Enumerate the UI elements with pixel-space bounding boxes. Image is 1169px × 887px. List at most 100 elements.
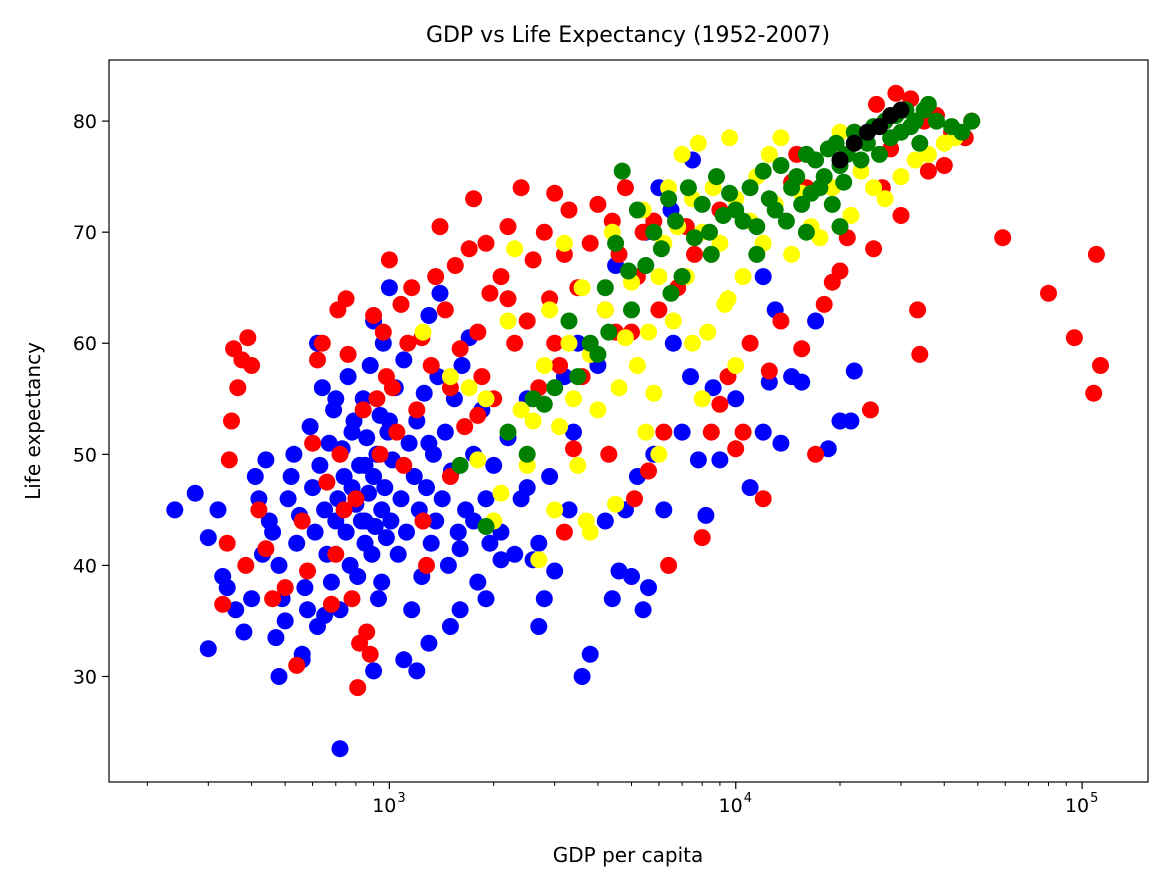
- data-point-series-0: [623, 568, 640, 585]
- data-point-series-1: [640, 462, 657, 480]
- data-point-series-3: [662, 284, 680, 302]
- data-point-series-3: [660, 190, 678, 208]
- chart-title: GDP vs Life Expectancy (1952-2007): [426, 23, 830, 48]
- data-point-series-0: [304, 479, 322, 497]
- data-point-series-0: [530, 618, 548, 635]
- x-tick-label: 10: [1065, 795, 1089, 817]
- data-point-series-1: [229, 379, 247, 397]
- data-point-series-3: [535, 395, 553, 413]
- data-point-series-2: [414, 323, 432, 341]
- data-point-series-3: [748, 218, 766, 236]
- data-point-series-1: [395, 456, 413, 474]
- data-point-series-3: [499, 423, 517, 441]
- data-point-series-0: [689, 451, 707, 469]
- data-point-series-0: [376, 479, 394, 497]
- data-point-series-1: [414, 512, 432, 530]
- data-point-series-1: [831, 262, 849, 280]
- data-point-series-3: [827, 134, 845, 152]
- data-point-series-2: [734, 268, 752, 286]
- data-point-series-3: [477, 518, 495, 535]
- data-point-series-0: [264, 523, 282, 541]
- data-point-series-0: [754, 268, 772, 286]
- data-point-series-0: [267, 629, 285, 647]
- data-point-series-1: [551, 357, 569, 374]
- data-point-series-1: [408, 401, 426, 419]
- data-point-series-0: [560, 501, 578, 519]
- data-point-series-2: [546, 501, 564, 519]
- data-point-series-0: [285, 445, 303, 463]
- data-point-series-1: [1085, 384, 1103, 402]
- data-point-series-2: [596, 301, 614, 319]
- data-point-series-2: [512, 401, 530, 419]
- data-point-series-1: [427, 268, 445, 286]
- data-point-series-3: [673, 268, 691, 286]
- data-point-series-0: [704, 379, 722, 397]
- data-point-series-1: [655, 423, 673, 441]
- data-point-series-1: [1065, 329, 1083, 347]
- data-point-series-3: [620, 262, 637, 280]
- data-point-series-1: [702, 423, 720, 441]
- data-point-series-0: [380, 279, 398, 297]
- data-point-series-3: [815, 168, 833, 186]
- data-point-series-0: [209, 501, 227, 519]
- data-point-series-1: [380, 251, 398, 269]
- data-point-series-1: [616, 179, 634, 197]
- data-point-series-2: [581, 523, 599, 541]
- data-point-series-0: [741, 479, 759, 497]
- data-point-series-0: [420, 434, 438, 452]
- data-point-series-3: [928, 112, 945, 130]
- y-tick-label: 50: [73, 444, 97, 466]
- data-point-series-3: [823, 195, 841, 213]
- data-point-series-3: [788, 168, 806, 186]
- data-point-series-1: [535, 223, 553, 241]
- data-point-series-1: [388, 423, 406, 441]
- data-point-series-1: [331, 445, 349, 463]
- data-point-series-0: [449, 523, 467, 541]
- data-point-series-1: [741, 334, 759, 352]
- data-point-series-1: [288, 656, 306, 674]
- data-point-series-1: [223, 412, 240, 430]
- data-point-series-4: [892, 101, 910, 119]
- data-point-series-0: [842, 412, 860, 430]
- data-point-series-1: [469, 406, 487, 424]
- data-point-series-0: [311, 456, 329, 474]
- data-point-series-0: [343, 423, 361, 441]
- data-point-series-1: [909, 301, 927, 319]
- data-point-series-0: [492, 551, 510, 569]
- data-point-series-2: [541, 301, 559, 319]
- data-point-series-3: [569, 368, 587, 386]
- data-point-series-0: [477, 490, 495, 508]
- data-point-series-0: [301, 418, 319, 436]
- data-point-series-0: [327, 390, 345, 408]
- data-point-series-1: [919, 162, 937, 180]
- data-point-series-0: [596, 512, 614, 530]
- data-point-series-0: [279, 490, 297, 508]
- data-point-series-0: [349, 568, 367, 585]
- data-point-series-1: [293, 512, 311, 530]
- data-point-series-3: [708, 168, 725, 186]
- data-point-series-1: [565, 440, 582, 458]
- data-point-series-3: [600, 323, 618, 341]
- data-point-series-1: [368, 390, 386, 408]
- data-point-series-0: [422, 534, 440, 552]
- data-point-series-1: [403, 279, 421, 297]
- data-point-series-0: [477, 590, 495, 608]
- y-axis-label: Life expectancy: [21, 342, 45, 500]
- data-point-series-2: [506, 240, 524, 258]
- data-point-series-0: [485, 456, 503, 474]
- data-point-series-1: [337, 290, 355, 308]
- data-point-series-0: [793, 373, 811, 391]
- data-point-series-0: [331, 740, 349, 758]
- data-point-series-3: [754, 162, 772, 180]
- data-point-series-0: [433, 490, 451, 508]
- data-point-series-3: [871, 145, 888, 163]
- data-point-series-3: [702, 245, 720, 263]
- data-point-series-1: [727, 440, 745, 458]
- data-point-series-0: [603, 590, 621, 608]
- data-point-series-0: [418, 479, 435, 497]
- data-point-series-1: [911, 345, 929, 363]
- data-point-series-0: [389, 545, 407, 563]
- data-point-series-0: [218, 579, 236, 597]
